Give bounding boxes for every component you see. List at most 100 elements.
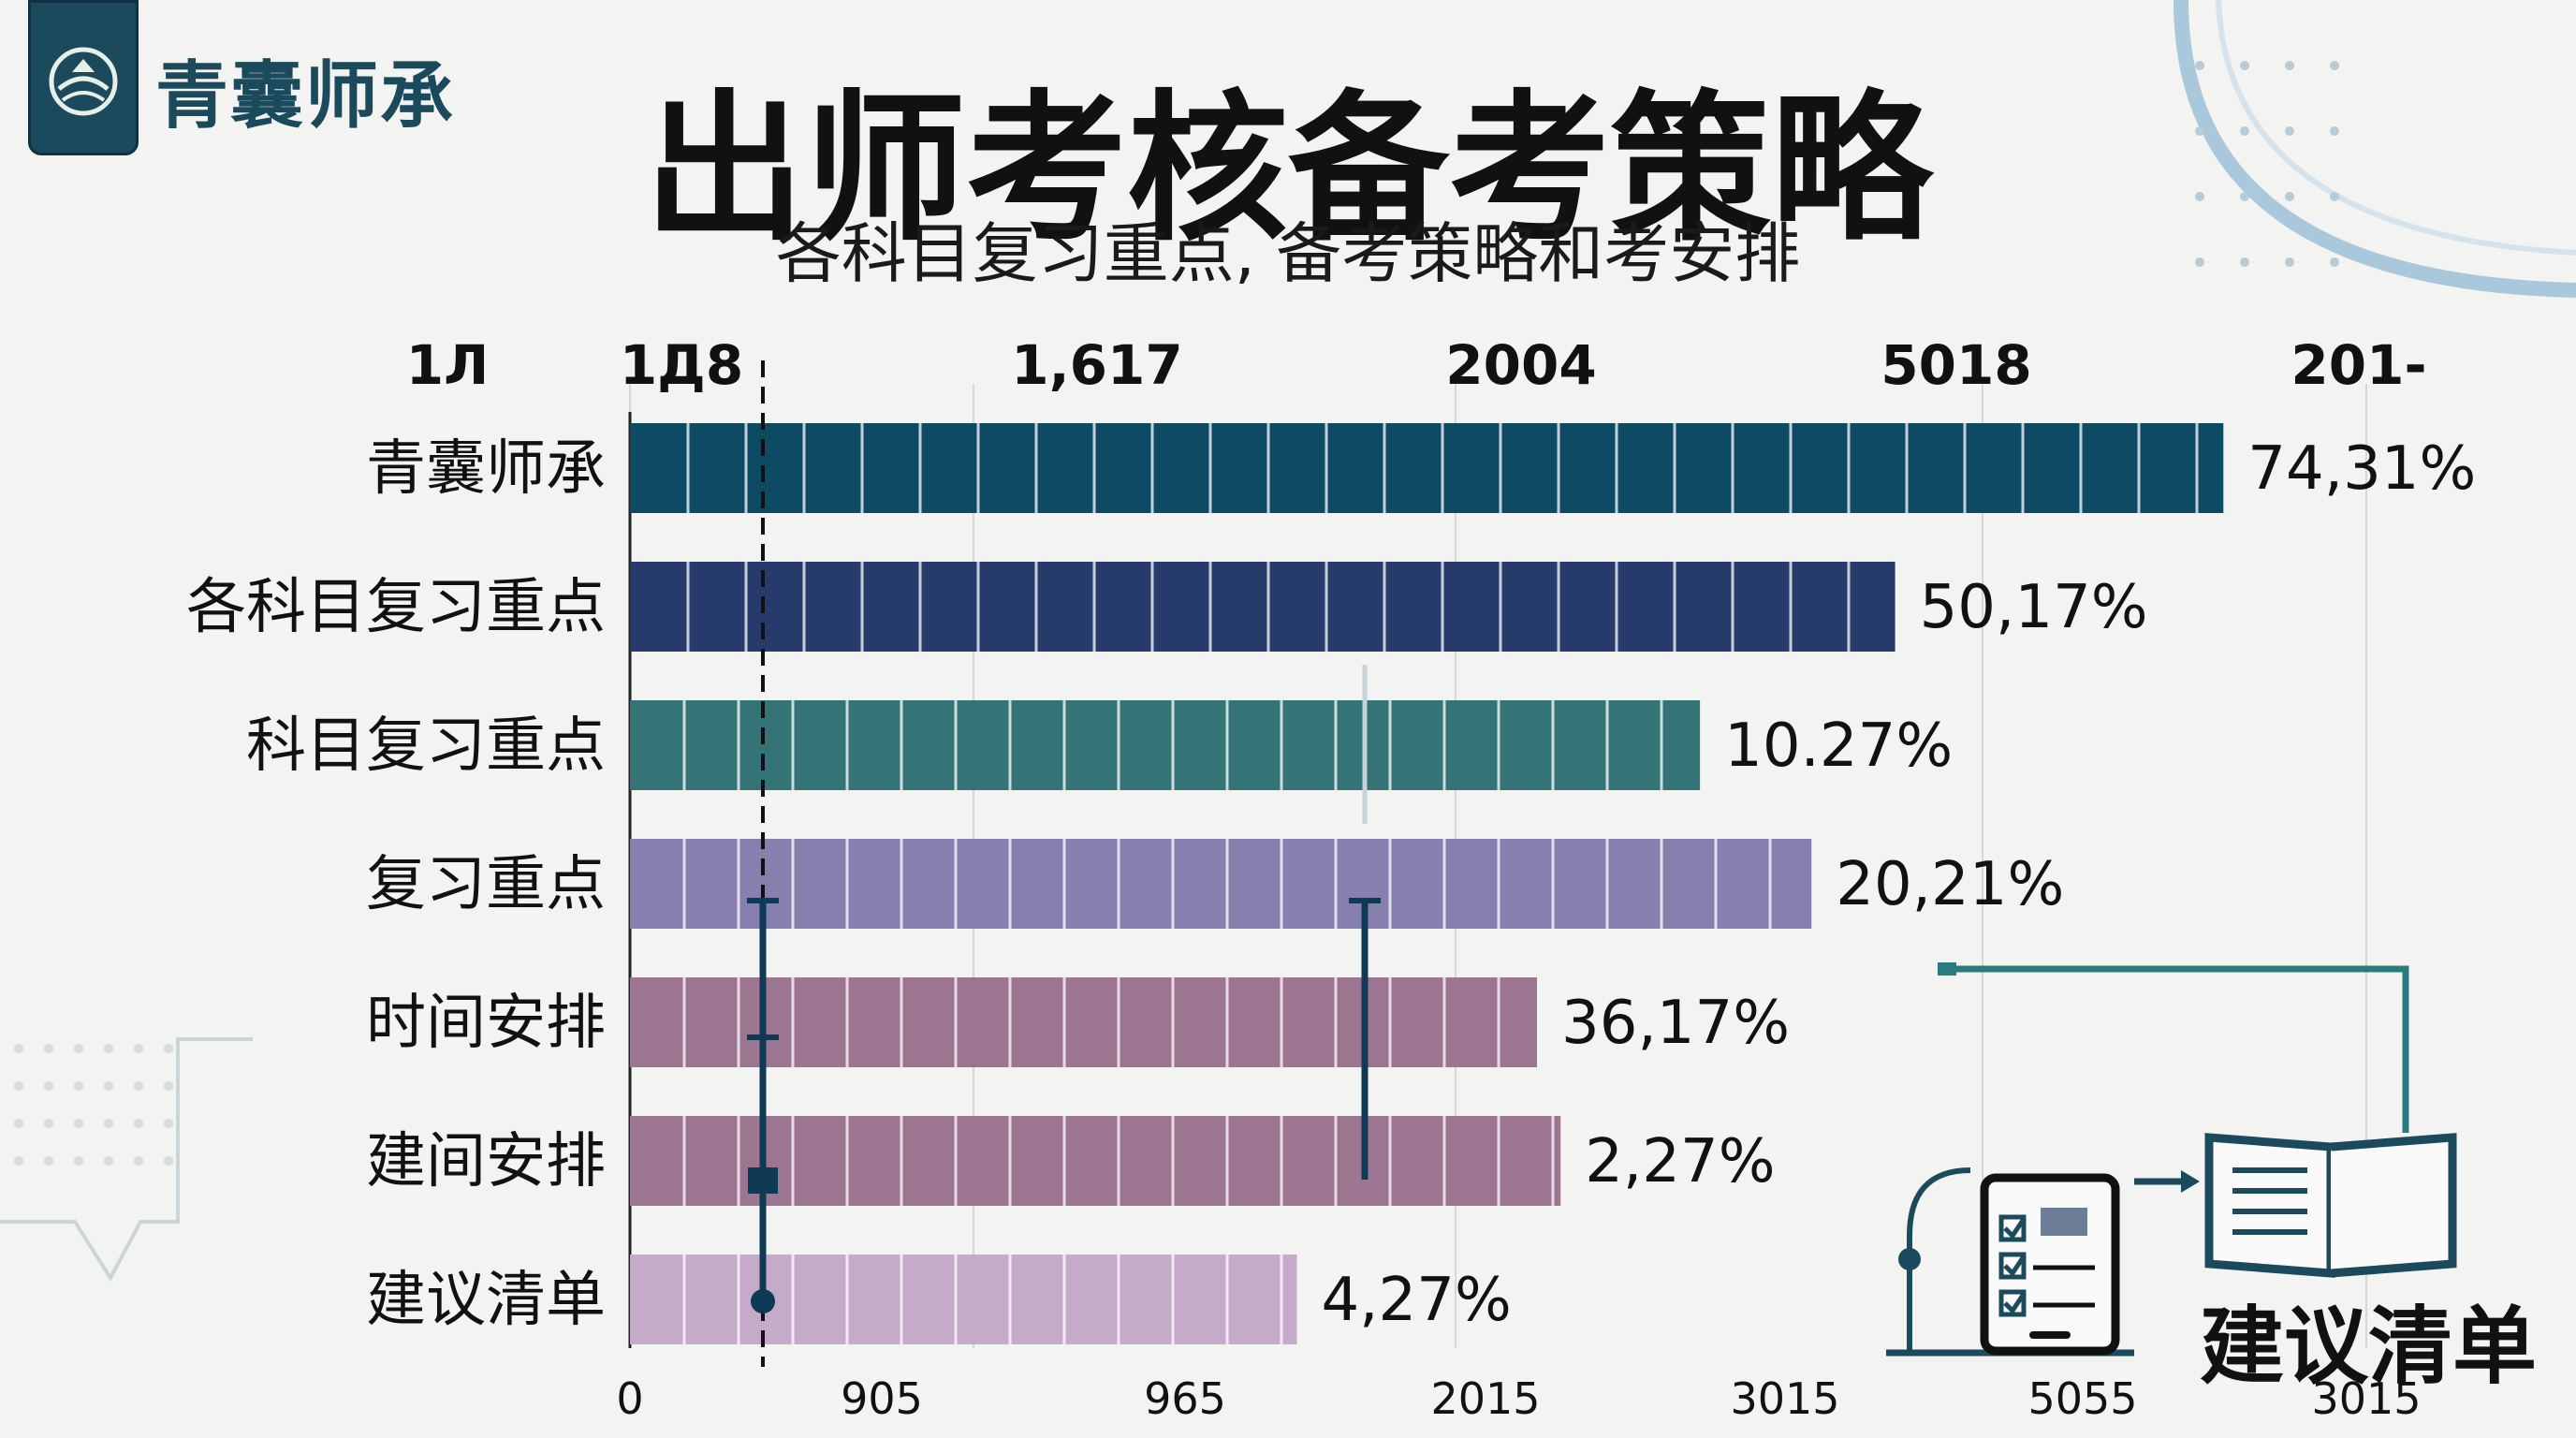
decor-dot — [74, 1044, 83, 1053]
bar-group — [630, 423, 2224, 1344]
category-label: 建议清单 — [366, 1266, 606, 1335]
category-label: 建间安排 — [366, 1127, 606, 1196]
decor-dot — [2330, 61, 2339, 70]
decor-dot — [2285, 126, 2294, 136]
decor-dot — [14, 1156, 23, 1166]
decor-dot — [134, 1119, 143, 1128]
leaf-emblem-icon — [49, 47, 118, 116]
decor-dot — [2330, 257, 2339, 267]
decor-dot — [2240, 257, 2249, 267]
bottom-tick-label: 3015 — [1730, 1373, 1839, 1424]
checklist-caption: 建议清单 — [2200, 1298, 2537, 1396]
bar-fill — [630, 700, 1701, 790]
decor-dot — [44, 1156, 53, 1166]
decor-dot — [74, 1081, 83, 1091]
decor-dot — [164, 1156, 173, 1166]
page-subtitle: 各科目复习重点, 备考策略和考安排 — [775, 215, 1801, 292]
decor-line — [0, 1037, 253, 1282]
top-tick-label: 1,617 — [1011, 333, 1182, 397]
top-axis-ticks: 1Л 1Д8 1,617 2004 5018 201- — [406, 333, 2427, 397]
decor-dot — [164, 1119, 173, 1128]
value-label: 50,17% — [1920, 573, 2148, 642]
decor-dot — [2195, 126, 2204, 136]
bar — [630, 1116, 1561, 1206]
brand-name: 青囊师承 — [155, 54, 456, 139]
decor-dot — [2330, 192, 2339, 201]
bottom-tick-label: 3015 — [2311, 1373, 2421, 1424]
book-icon — [2204, 1133, 2335, 1278]
decor-dot — [44, 1044, 53, 1053]
bar-fill — [630, 1255, 1297, 1344]
decor-dot — [104, 1156, 113, 1166]
category-label: 复习重点 — [366, 850, 606, 919]
category-label: 科目复习重点 — [246, 712, 606, 781]
bottom-tick-label: 5055 — [2027, 1373, 2137, 1424]
bar — [630, 562, 1895, 652]
decor-dot — [2195, 257, 2204, 267]
error-marker-left — [747, 898, 779, 1313]
decor-arc — [2174, 0, 2576, 298]
top-tick-label: 201- — [2291, 333, 2426, 397]
value-label: 20,21% — [1836, 850, 2064, 919]
decor-dot — [44, 1081, 53, 1091]
decor-dot — [134, 1156, 143, 1166]
tablet-icon — [1980, 1173, 2120, 1356]
decor-dot — [2240, 61, 2249, 70]
logo-badge — [28, 0, 139, 155]
bar — [630, 423, 2224, 513]
bar-fill — [630, 423, 2224, 513]
bar-fill — [630, 562, 1895, 652]
bottom-tick-label: 965 — [1144, 1373, 1226, 1424]
decor-dot — [44, 1119, 53, 1128]
value-label: 2,27% — [1585, 1127, 1775, 1196]
decor-dot — [2285, 61, 2294, 70]
decor-dot — [2330, 126, 2339, 136]
decor-dot — [74, 1156, 83, 1166]
decor-dot — [134, 1044, 143, 1053]
decor-arc-inner — [2216, 0, 2576, 256]
decor-dot — [2195, 61, 2204, 70]
top-tick-label: 5018 — [1881, 333, 2031, 397]
decor-dot — [14, 1119, 23, 1128]
bar — [630, 1255, 1297, 1344]
top-tick-label: 2004 — [1445, 333, 1596, 397]
decor-dot — [2240, 192, 2249, 201]
decor-dot — [164, 1044, 173, 1053]
top-tick-label: 1Д8 — [620, 333, 743, 397]
bar — [630, 839, 1812, 929]
page-title: 出师考核备考策略 — [644, 75, 1932, 263]
error-marker-right — [1349, 665, 1381, 1180]
bottom-tick-label: 2015 — [1430, 1373, 1540, 1424]
value-label: 10.27% — [1724, 712, 1953, 781]
value-label: 4,27% — [1321, 1266, 1511, 1335]
decor-dot — [104, 1044, 113, 1053]
value-labels: 74,31% 50,17% 10.27% 20,21% 36,17% 2,27% 4,27% — [1321, 434, 2476, 1335]
value-label: 74,31% — [2247, 434, 2476, 504]
decor-dot — [164, 1081, 173, 1091]
decor-dot — [104, 1119, 113, 1128]
decor-dot — [2285, 257, 2294, 267]
bottom-tick-label: 0 — [616, 1373, 643, 1424]
decor-dot — [134, 1081, 143, 1091]
category-label: 时间安排 — [366, 989, 606, 1058]
bottom-axis-ticks: 0 905 965 2015 3015 5055 3015 — [616, 1373, 2421, 1424]
category-label: 青囊师承 — [366, 434, 606, 504]
decor-dot — [74, 1119, 83, 1128]
decor-dot — [2285, 192, 2294, 201]
decor-dot — [2195, 192, 2204, 201]
top-tick-label: 1Л — [406, 333, 490, 397]
category-label: 各科目复习重点 — [186, 573, 606, 642]
decor-dot — [14, 1081, 23, 1091]
decor-dot — [104, 1081, 113, 1091]
bar — [630, 700, 1701, 790]
value-label: 36,17% — [1561, 989, 1790, 1058]
bar — [630, 977, 1538, 1067]
bottom-tick-label: 905 — [841, 1373, 923, 1424]
decor-dots — [14, 61, 2339, 1166]
decor-dot — [2240, 126, 2249, 136]
bar-fill — [630, 839, 1812, 929]
decor-dot — [14, 1044, 23, 1053]
bar-fill — [630, 1116, 1561, 1206]
